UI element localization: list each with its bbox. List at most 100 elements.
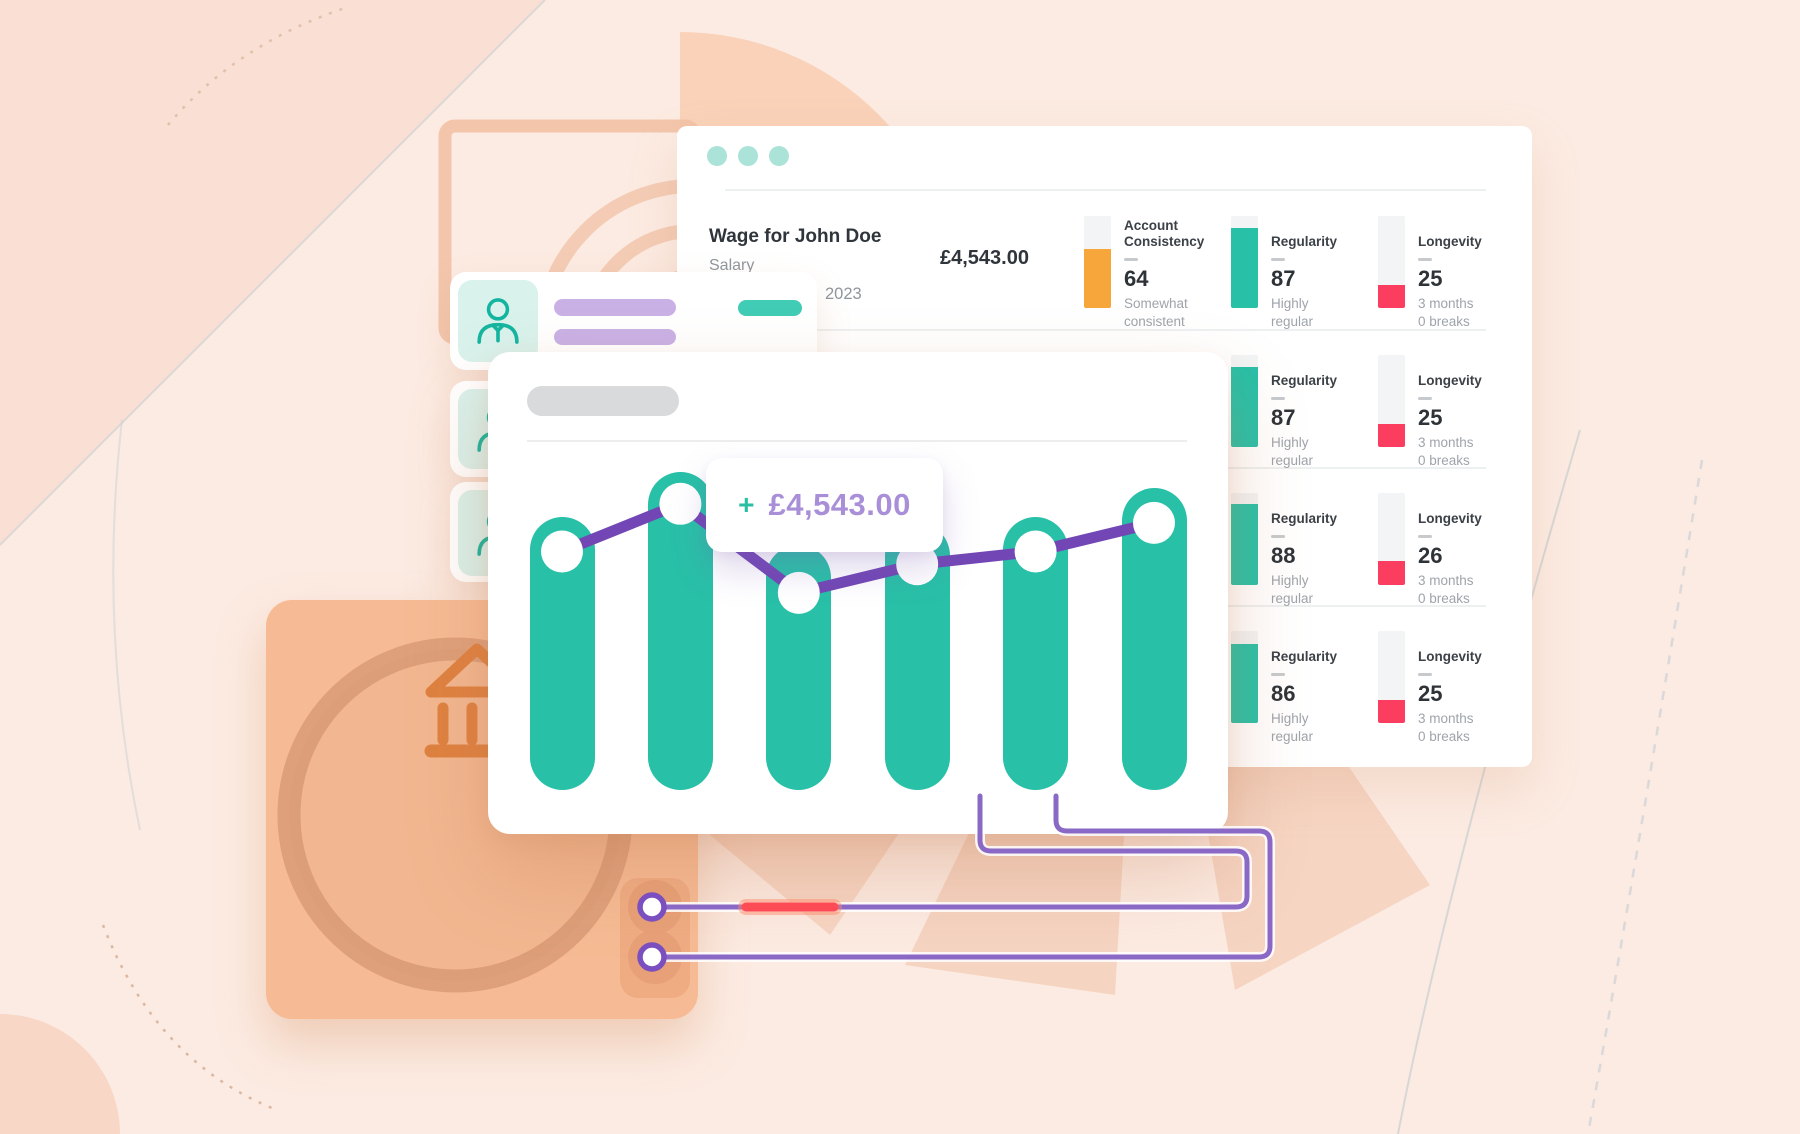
metric-bar-track xyxy=(1378,355,1405,447)
metric-sub: Highly regular xyxy=(1271,435,1314,469)
metric-bar-fill xyxy=(1231,367,1258,447)
metric-regularity: Regularity 88 Highly regular xyxy=(1231,493,1377,608)
metric-label: Longevity xyxy=(1418,233,1482,249)
metric-value: 25 xyxy=(1418,681,1443,706)
metric-label: Regularity xyxy=(1271,510,1338,526)
trend-line-chart xyxy=(541,482,1175,614)
metric-bar-track xyxy=(1378,216,1405,308)
metric-value: 25 xyxy=(1418,266,1443,291)
metric-bar-track xyxy=(1378,631,1405,723)
window-dot-icon xyxy=(738,146,758,166)
metric-bar-fill xyxy=(1231,504,1258,585)
metric-text: Longevity 26 3 months 0 breaks xyxy=(1418,493,1524,608)
divider xyxy=(725,189,1486,191)
placeholder-text-pill xyxy=(554,299,676,316)
amount-tooltip: + £4,543.00 xyxy=(706,458,943,552)
metric-sub: Somewhat consistent xyxy=(1124,296,1188,330)
metric-dash xyxy=(1418,397,1432,400)
window-dot-icon xyxy=(769,146,789,166)
metric-longevity: Longevity 25 3 months 0 breaks xyxy=(1378,355,1524,470)
metric-dash xyxy=(1271,673,1285,676)
metric-longevity: Longevity 25 3 months 0 breaks xyxy=(1378,216,1524,331)
chart-bar xyxy=(766,545,832,790)
metric-dash xyxy=(1271,535,1285,538)
metric-bar-track xyxy=(1378,493,1405,585)
metric-sub: Highly regular xyxy=(1271,573,1314,607)
metric-bar-track xyxy=(1084,216,1111,308)
metric-value: 25 xyxy=(1418,405,1443,430)
chart-bar xyxy=(1003,516,1069,790)
metric-value: 64 xyxy=(1124,266,1149,291)
person-with-tie-icon xyxy=(477,298,519,344)
metric-text: Longevity 25 3 months 0 breaks xyxy=(1418,355,1524,470)
bg-arc-right-solid xyxy=(1397,429,1581,1134)
metric-bar-fill xyxy=(1231,644,1258,723)
metric-bar-fill xyxy=(1378,285,1405,308)
bg-corner-disc xyxy=(0,1014,120,1134)
chart-bar xyxy=(647,472,713,790)
plus-icon: + xyxy=(738,489,755,520)
chart-title-placeholder xyxy=(527,386,679,416)
metric-dash xyxy=(1271,258,1285,261)
metric-dash xyxy=(1418,535,1432,538)
metric-label: Regularity xyxy=(1271,233,1338,249)
placeholder-text-pill xyxy=(554,329,676,345)
metric-text: Account Consistency 64 Somewhat consistent xyxy=(1124,216,1230,331)
metric-bar-track xyxy=(1231,493,1258,585)
tooltip-amount: £4,543.00 xyxy=(768,487,911,522)
metric-label: Longevity xyxy=(1418,372,1482,388)
metric-dash xyxy=(1418,673,1432,676)
bg-arc-bottomleft-dotted xyxy=(101,924,273,1110)
metric-sub: 3 months 0 breaks xyxy=(1418,711,1474,745)
metric-value: 87 xyxy=(1271,405,1296,430)
chart-bar xyxy=(1121,487,1187,790)
divider xyxy=(725,329,1486,331)
metric-bar-fill xyxy=(1378,424,1405,447)
metric-bar-track xyxy=(1231,355,1258,447)
metric-account-consistency: Account Consistency 64 Somewhat consistent xyxy=(1084,216,1230,331)
transaction-date: 2023 xyxy=(825,285,862,303)
metric-label: Longevity xyxy=(1418,648,1482,664)
metric-bar-fill xyxy=(1378,561,1405,585)
transaction-amount: £4,543.00 xyxy=(940,247,1029,269)
metric-bar-fill xyxy=(1378,700,1405,723)
metric-sub: Highly regular xyxy=(1271,711,1314,745)
metric-sub: 3 months 0 breaks xyxy=(1418,573,1474,607)
chart-bar xyxy=(884,522,950,790)
metric-value: 86 xyxy=(1271,681,1296,706)
metric-value: 87 xyxy=(1271,266,1296,291)
metric-bar-track xyxy=(1231,216,1258,308)
metric-text: Regularity 88 Highly regular xyxy=(1271,493,1377,608)
connector-node-sockets xyxy=(628,880,682,984)
chart-card: + £4,543.00 xyxy=(488,352,1228,834)
connector-tab xyxy=(620,878,690,998)
metric-longevity: Longevity 26 3 months 0 breaks xyxy=(1378,493,1524,608)
metric-text: Regularity 87 Highly regular xyxy=(1271,216,1377,331)
metric-text: Regularity 87 Highly regular xyxy=(1271,355,1377,470)
metric-label: Regularity xyxy=(1271,648,1338,664)
avatar xyxy=(458,280,538,362)
window-dots xyxy=(707,146,789,166)
metric-regularity: Regularity 87 Highly regular xyxy=(1231,355,1377,470)
metric-label: Account Consistency xyxy=(1124,217,1205,249)
metric-dash xyxy=(1271,397,1285,400)
chart-bar xyxy=(529,516,595,790)
metric-dash xyxy=(1418,258,1432,261)
metric-bar-track xyxy=(1231,631,1258,723)
metric-sub: 3 months 0 breaks xyxy=(1418,296,1474,330)
metric-text: Regularity 86 Highly regular xyxy=(1271,631,1377,746)
window-dot-icon xyxy=(707,146,727,166)
metric-regularity: Regularity 86 Highly regular xyxy=(1231,631,1377,746)
action-pill-button[interactable] xyxy=(738,300,802,316)
transaction-title: Wage for John Doe xyxy=(709,226,882,247)
metric-text: Longevity 25 3 months 0 breaks xyxy=(1418,216,1524,331)
metric-value: 26 xyxy=(1418,543,1443,568)
metric-sub: Highly regular xyxy=(1271,296,1314,330)
divider xyxy=(527,440,1187,442)
metric-label: Longevity xyxy=(1418,510,1482,526)
metric-text: Longevity 25 3 months 0 breaks xyxy=(1418,631,1524,746)
metric-value: 88 xyxy=(1271,543,1296,568)
bg-diagonal-line xyxy=(0,0,546,546)
metric-dash xyxy=(1124,258,1138,261)
